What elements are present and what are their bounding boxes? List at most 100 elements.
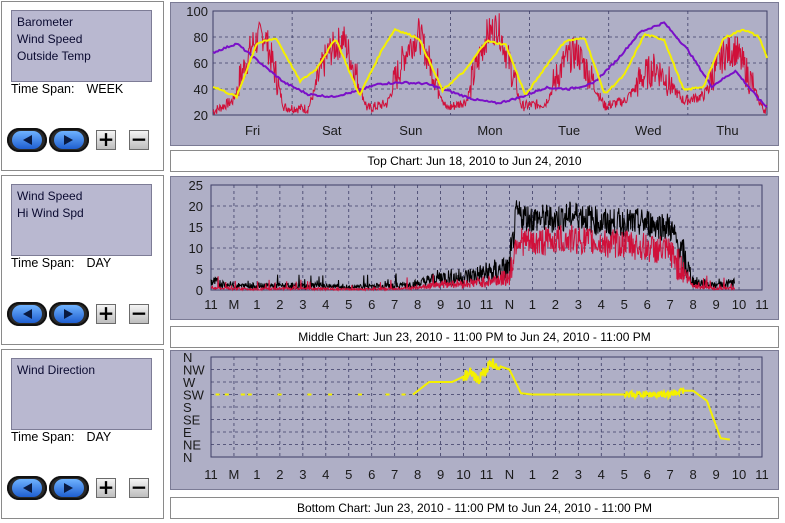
x-tick-label: 7 [391,297,398,312]
time-span-label: Time Span: [11,430,75,444]
time-span-middle: Time Span: DAY [11,256,111,270]
outside-temp-line [212,27,768,100]
hi-wind-speed-line [210,200,735,291]
control-panel-bottom: Wind Direction Time Span: DAY + − [1,349,164,519]
time-span-label: Time Span: [11,82,75,96]
x-tick-label: 6 [644,297,651,312]
list-item[interactable]: Hi Wind Spd [17,206,84,220]
next-button[interactable] [49,302,89,326]
list-item[interactable]: Barometer [17,15,74,29]
y-tick-label: N [183,351,192,365]
x-tick-label: 8 [414,467,421,482]
y-tick-label: 20 [194,108,208,123]
y-tick-label: 60 [194,56,208,71]
series-list-middle[interactable]: Wind Speed Hi Wind Spd [11,184,152,256]
middle-chart-caption: Middle Chart: Jun 23, 2010 - 11:00 PM to… [170,326,779,348]
zoom-out-button[interactable]: − [129,301,149,325]
x-tick-label: 3 [575,297,582,312]
list-item[interactable]: Wind Speed [17,32,83,46]
x-tick-label: 4 [598,297,605,312]
x-tick-label: 10 [456,467,470,482]
x-tick-label: 2 [276,297,283,312]
y-tick-label: S [183,400,192,415]
barometer-line [212,21,768,108]
x-tick-label: 9 [437,467,444,482]
top-chart-caption: Top Chart: Jun 18, 2010 to Jun 24, 2010 [170,150,779,172]
prev-button[interactable] [7,476,47,500]
x-tick-label: 11 [755,467,769,482]
x-tick-label: 1 [529,467,536,482]
zoom-in-button[interactable]: + [96,301,116,325]
x-tick-label: 11 [480,297,494,312]
y-tick-label: 100 [186,4,208,19]
x-tick-label: 7 [667,297,674,312]
top-chart: 20 40 60 80 100 Fri Sat Sun Mon Tue Wed Thu [170,2,779,146]
zoom-out-button[interactable]: − [129,475,149,499]
x-tick-label: 6 [644,467,651,482]
control-panel-top: Barometer Wind Speed Outside Temp Time S… [1,1,164,171]
y-tick-label: 80 [194,30,208,45]
x-tick-label: 11 [204,297,218,312]
list-item[interactable]: Wind Direction [17,363,96,377]
x-tick-label: 8 [414,297,421,312]
x-tick-label: 2 [552,297,559,312]
x-tick-label: 10 [456,297,470,312]
x-tick-label: 3 [299,297,306,312]
x-tick-label: Wed [635,123,662,138]
y-tick-label: NE [183,438,201,453]
control-panel-middle: Wind Speed Hi Wind Spd Time Span: DAY + − [1,175,164,345]
zoom-in-button[interactable]: + [96,475,116,499]
y-tick-label: NW [183,363,205,378]
prev-button[interactable] [7,128,47,152]
series-list-bottom[interactable]: Wind Direction [11,358,152,430]
left-arrow-icon [23,309,32,319]
x-tick-label: 9 [712,467,719,482]
next-button[interactable] [49,476,89,500]
y-tick-label: E [183,425,192,440]
prev-button[interactable] [7,302,47,326]
x-tick-label: 11 [480,467,494,482]
x-tick-label: M [229,467,240,482]
y-tick-label: N [183,450,192,465]
x-tick-label: Sun [399,123,422,138]
x-tick-label: 5 [345,297,352,312]
y-tick-label: 10 [189,241,203,256]
list-item[interactable]: Wind Speed [17,189,83,203]
x-tick-label: 5 [345,467,352,482]
x-tick-label: 9 [437,297,444,312]
x-tick-label: 10 [732,297,746,312]
x-tick-label: 6 [368,297,375,312]
x-tick-label: 2 [276,467,283,482]
x-tick-label: Tue [558,123,580,138]
x-tick-label: 3 [575,467,582,482]
top-chart-svg: 20 40 60 80 100 Fri Sat Sun Mon Tue Wed Thu [186,4,768,138]
series-list-top[interactable]: Barometer Wind Speed Outside Temp [11,10,152,82]
zoom-in-button[interactable]: + [96,127,116,151]
y-tick-label: W [183,375,196,390]
x-tick-label: 9 [712,297,719,312]
y-tick-label: 5 [196,262,203,277]
y-tick-label: SW [183,388,205,403]
x-tick-label: 5 [621,467,628,482]
x-tick-label: 10 [732,467,746,482]
zoom-out-button[interactable]: − [129,127,149,151]
wind-direction-line [412,358,731,441]
time-span-value: WEEK [86,82,124,96]
y-tick-label: SE [183,413,201,428]
x-tick-label: Fri [245,123,260,138]
y-tick-label: 25 [189,178,203,193]
time-span-value: DAY [86,256,112,270]
x-tick-label: 1 [529,297,536,312]
list-item[interactable]: Outside Temp [17,49,91,63]
y-tick-label: 20 [189,199,203,214]
x-tick-label: 5 [621,297,628,312]
time-span-label: Time Span: [11,256,75,270]
x-tick-label: 8 [690,467,697,482]
next-button[interactable] [49,128,89,152]
right-arrow-icon [64,483,73,493]
right-arrow-icon [64,309,73,319]
wind-speed-line [210,224,735,292]
x-tick-label: 4 [598,467,605,482]
